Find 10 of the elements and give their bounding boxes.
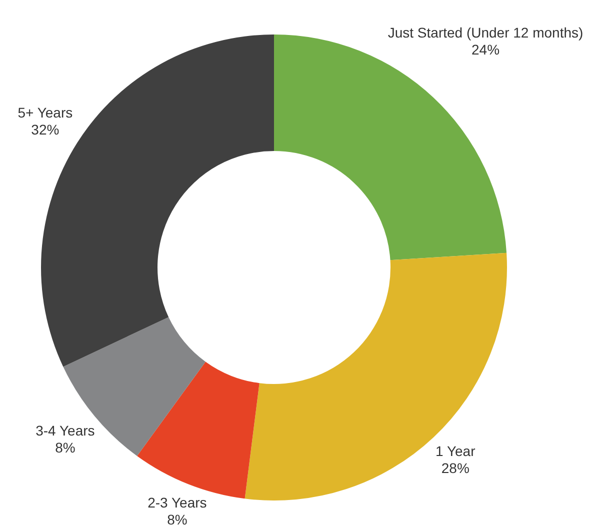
data-label: 24% [472,42,500,58]
data-label: 8% [167,511,188,528]
slice-label: 1 Year [436,443,476,460]
data-label: 8% [55,440,76,456]
slice-label: 5+ Years [18,104,73,121]
data-label: 28% [441,460,470,476]
data-label: 32% [31,122,60,138]
slice-label: Just Started (Under 12 months) [388,24,584,41]
slice-label: 2-3 Years [148,494,207,510]
slice-label: 3-4 Years [36,422,95,439]
